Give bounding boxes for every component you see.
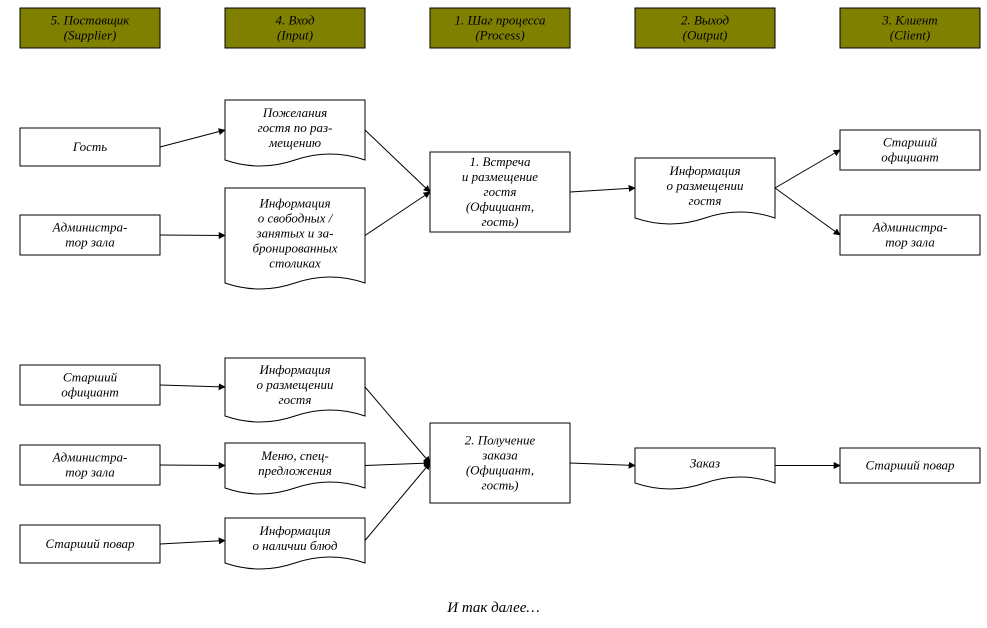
node-o1-line1: о размещении <box>667 178 744 193</box>
node-s2-line0: Администра- <box>52 220 128 235</box>
node-p1-line4: гость) <box>482 214 519 229</box>
node-p2-line1: заказа <box>481 448 518 463</box>
node-i5-line0: Информация <box>258 523 330 538</box>
edge-i4-p2 <box>365 463 430 466</box>
node-i2-line3: бронированных <box>252 241 337 256</box>
node-i3-line0: Информация <box>258 362 330 377</box>
header-supplier-line1: (Supplier) <box>64 28 117 43</box>
edge-p1-o1 <box>570 188 635 192</box>
node-i2-line4: столиках <box>269 256 321 271</box>
node-i1-line2: мещению <box>268 135 321 150</box>
node-i1-line1: гостя по раз- <box>258 120 333 135</box>
node-c2-line1: тор зала <box>885 235 935 250</box>
node-i2-line2: занятых и за- <box>256 226 334 241</box>
node-p1-line0: 1. Встреча <box>470 154 531 169</box>
node-c1-line0: Старший <box>883 135 938 150</box>
header-supplier-line0: 5. Поставщик <box>51 13 131 28</box>
node-s2-line1: тор зала <box>65 235 115 250</box>
sipoc-diagram: 5. Поставщик(Supplier) 4. Вход(Input) 1. Ш… <box>0 0 987 628</box>
node-o1-line2: гостя <box>689 193 722 208</box>
edge-o1-c1 <box>775 150 840 188</box>
edge-s1-i1 <box>160 130 225 147</box>
node-c1-line1: официант <box>881 150 939 165</box>
node-p2-line2: (Официант, <box>466 463 534 478</box>
node-i1-line0: Пожелания <box>262 105 327 120</box>
node-c2-line0: Администра- <box>872 220 948 235</box>
header-output-line1: (Output) <box>683 28 728 43</box>
node-i3-line2: гостя <box>279 392 312 407</box>
edge-o1-c2 <box>775 188 840 235</box>
node-s4-line0: Администра- <box>52 450 128 465</box>
edge-i2-p1 <box>365 192 430 236</box>
edge-s4-i4 <box>160 465 225 466</box>
edge-s2-i2 <box>160 235 225 236</box>
node-i4-line0: Меню, спец- <box>260 448 328 463</box>
node-o1-line0: Информация <box>668 163 740 178</box>
header-process-line0: 1. Шаг процесса <box>454 13 546 28</box>
edge-s3-i3 <box>160 385 225 387</box>
header-input-line0: 4. Вход <box>275 13 315 28</box>
node-s3-line0: Старший <box>63 370 118 385</box>
node-p2-line3: гость) <box>482 478 519 493</box>
edge-i1-p1 <box>365 130 430 192</box>
node-p1-line3: (Официант, <box>466 199 534 214</box>
header-output-line0: 2. Выход <box>681 13 730 28</box>
header-process-line1: (Process) <box>475 28 524 43</box>
node-i5-line1: о наличии блюд <box>253 538 338 553</box>
node-o2-line0: Заказ <box>690 456 720 471</box>
node-i4-line1: предложения <box>258 463 332 478</box>
edge-s5-i5 <box>160 541 225 545</box>
edge-i5-p2 <box>365 463 430 541</box>
node-p1-line1: и размещение <box>462 169 538 184</box>
node-i2-line0: Информация <box>258 196 330 211</box>
footer-text: И так далее… <box>446 600 540 616</box>
node-s1-line0: Гость <box>72 139 107 154</box>
node-s4-line1: тор зала <box>65 465 115 480</box>
header-client-line0: 3. Клиент <box>881 13 937 28</box>
node-c3-line0: Старший повар <box>865 458 955 473</box>
node-p1-line2: гостя <box>484 184 517 199</box>
node-i3-line1: о размещении <box>257 377 334 392</box>
header-input-line1: (Input) <box>277 28 313 43</box>
node-s3-line1: официант <box>61 385 119 400</box>
header-client-line1: (Client) <box>890 28 930 43</box>
edge-i3-p2 <box>365 387 430 463</box>
edge-p2-o2 <box>570 463 635 466</box>
node-i2-line1: о свободных / <box>258 211 334 226</box>
node-p2-line0: 2. Получение <box>465 433 536 448</box>
node-s5-line0: Старший повар <box>45 536 135 551</box>
